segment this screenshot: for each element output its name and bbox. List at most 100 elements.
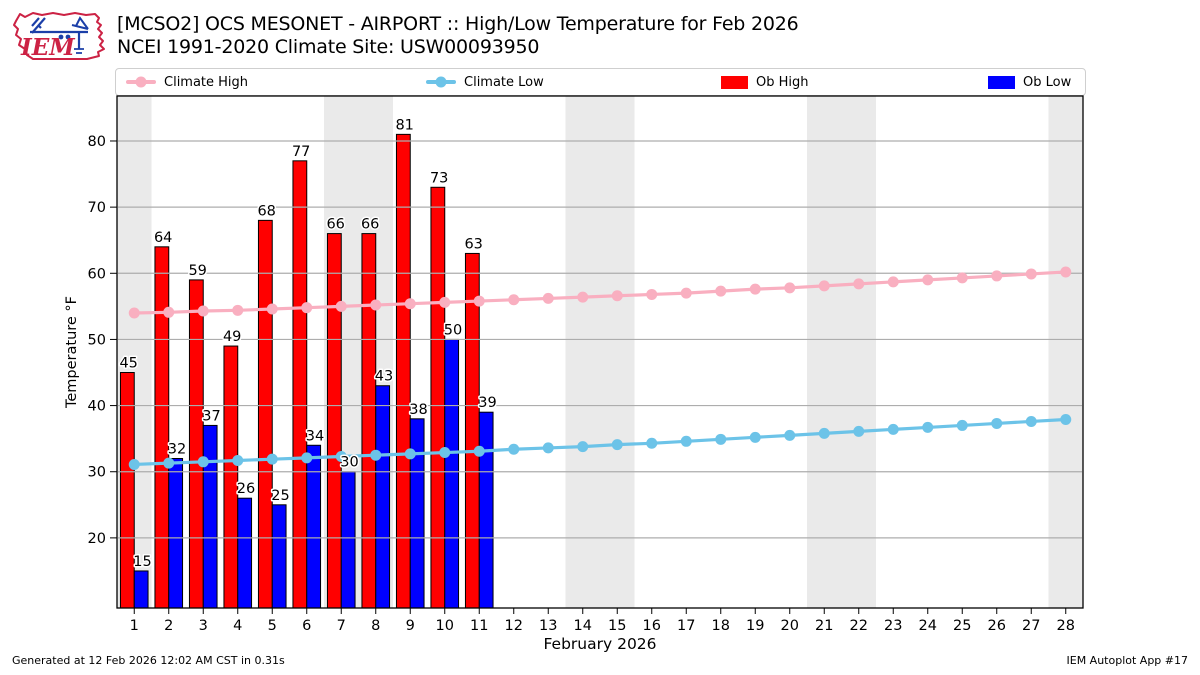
ob-low-value-label: 34 <box>306 428 324 444</box>
climate-high-line-marker <box>577 291 589 303</box>
ob-high-value-label: 77 <box>292 144 310 160</box>
x-tick-label: 14 <box>574 618 592 634</box>
ob-low-value-label: 15 <box>133 554 151 570</box>
climate-high-line-marker <box>473 295 485 307</box>
climate-low-line-marker <box>542 442 554 454</box>
ob-low-bar <box>409 418 425 609</box>
ob-high-bar <box>257 219 273 609</box>
climate-high-line-marker <box>956 272 968 284</box>
legend-label: Climate Low <box>464 74 544 90</box>
x-tick-label: 12 <box>505 618 523 634</box>
climate-low-line-marker <box>335 451 347 463</box>
page-title: [MCSO2] OCS MESONET - AIRPORT :: High/Lo… <box>117 13 799 35</box>
x-axis: 1 2 3 4 5 6 7 8 9 10 11 12 13 14 15 16 17 18 19 20 21 22 23 24 2… <box>130 608 1075 634</box>
climate-high-line-marker <box>991 270 1003 282</box>
climate-high-line-marker <box>163 306 175 318</box>
ob-low-value-label: 26 <box>237 481 255 497</box>
climate-high-line-marker <box>818 280 830 292</box>
weekend-band <box>807 96 876 608</box>
ob-high-value-label: 45 <box>119 356 137 372</box>
ob-low-bar <box>168 458 184 609</box>
climate-high-line-marker <box>370 299 382 311</box>
climate-low-line-marker <box>439 447 451 459</box>
climate-low-line-marker <box>266 453 278 465</box>
y-tick-label: 30 <box>88 465 106 481</box>
weathervane-icon <box>30 16 89 54</box>
ob-high-value-label: 63 <box>464 236 482 252</box>
ob-low-value-label: 43 <box>375 369 393 385</box>
ob-high-bar <box>292 160 308 609</box>
climate-low-line <box>132 417 1068 467</box>
ob-high-value-label: 73 <box>430 170 448 186</box>
x-tick-label: 6 <box>302 618 311 634</box>
climate-low-line-marker <box>887 423 899 435</box>
climate-low-line-swatch <box>426 76 456 88</box>
ob-low-value-label: 25 <box>271 488 289 504</box>
climate-high-line-marker <box>1025 268 1037 280</box>
weekend-band <box>565 96 635 608</box>
x-tick-label: 25 <box>953 618 971 634</box>
x-tick-label: 26 <box>988 618 1006 634</box>
plot-border <box>116 95 1084 609</box>
y-axis: 20 30 40 50 60 70 80 <box>88 134 117 547</box>
y-gridlines <box>118 140 1082 539</box>
climate-low-line-marker <box>922 421 934 433</box>
climate-high-line-marker <box>680 287 692 299</box>
climate-high-line-marker <box>611 290 623 302</box>
climate-high-line-marker <box>749 283 761 295</box>
x-tick-label: 27 <box>1022 618 1040 634</box>
ob-bars <box>119 133 494 609</box>
climate-low-line-marker <box>646 437 658 449</box>
x-tick-label: 10 <box>436 618 454 634</box>
climate-high-line-marker <box>542 292 554 304</box>
x-tick-label: 8 <box>371 618 380 634</box>
climate-low-line-marker <box>1060 413 1072 425</box>
climate-low-line-marker <box>991 417 1003 429</box>
climate-high-line-marker <box>508 294 520 306</box>
title-block: [MCSO2] OCS MESONET - AIRPORT :: High/Lo… <box>117 13 799 59</box>
climate-high-line-marker <box>1060 266 1072 278</box>
ob-high-value-label: 68 <box>257 203 275 219</box>
climate-low-line-marker <box>404 448 416 460</box>
climate-low-line-marker <box>853 425 865 437</box>
y-axis-title: Temperature °F <box>64 296 80 409</box>
x-tick-label: 21 <box>815 618 833 634</box>
y-tick-label: 60 <box>88 266 106 282</box>
ob-low-bar <box>202 424 218 609</box>
ob-high-bar <box>154 246 170 609</box>
climate-high-line-marker <box>887 276 899 288</box>
ob-low-bar <box>271 504 287 609</box>
weekend-band <box>1048 96 1083 608</box>
ob-low-value-label: 32 <box>168 442 186 458</box>
x-tick-label: 23 <box>884 618 902 634</box>
legend-item-ob-high: Ob High <box>721 69 809 95</box>
ob-high-value-label: 66 <box>361 217 379 233</box>
climate-low-line <box>128 413 1072 470</box>
x-tick-label: 17 <box>677 618 695 634</box>
climate-low-marker-icon <box>435 76 447 88</box>
ob-high-value-label: 49 <box>223 329 241 345</box>
x-tick-label: 11 <box>470 618 488 634</box>
iem-logo: IEM <box>13 12 105 61</box>
climate-high-line-marker <box>232 304 244 316</box>
climate-high-line-marker <box>853 278 865 290</box>
x-tick-label: 24 <box>919 618 937 634</box>
ob-low-bar <box>340 471 356 609</box>
ob-low-bar-swatch <box>988 75 1015 89</box>
legend-item-climate-high: Climate High <box>126 69 248 95</box>
climate-high-line-swatch <box>126 76 156 88</box>
ob-high-value-label: 81 <box>395 117 413 133</box>
climate-low-line-marker <box>301 452 313 464</box>
legend-label: Ob High <box>756 74 809 90</box>
ob-high-bar <box>361 233 377 609</box>
legend-label: Ob Low <box>1023 74 1072 90</box>
climate-high-line <box>132 270 1068 315</box>
climate-low-line-marker <box>473 445 485 457</box>
x-tick-label: 20 <box>781 618 799 634</box>
ob-high-bar <box>119 372 135 609</box>
climate-high-line <box>128 266 1072 319</box>
climate-high-line-marker <box>335 300 347 312</box>
x-tick-label: 18 <box>712 618 730 634</box>
climate-low-line-marker <box>784 429 796 441</box>
